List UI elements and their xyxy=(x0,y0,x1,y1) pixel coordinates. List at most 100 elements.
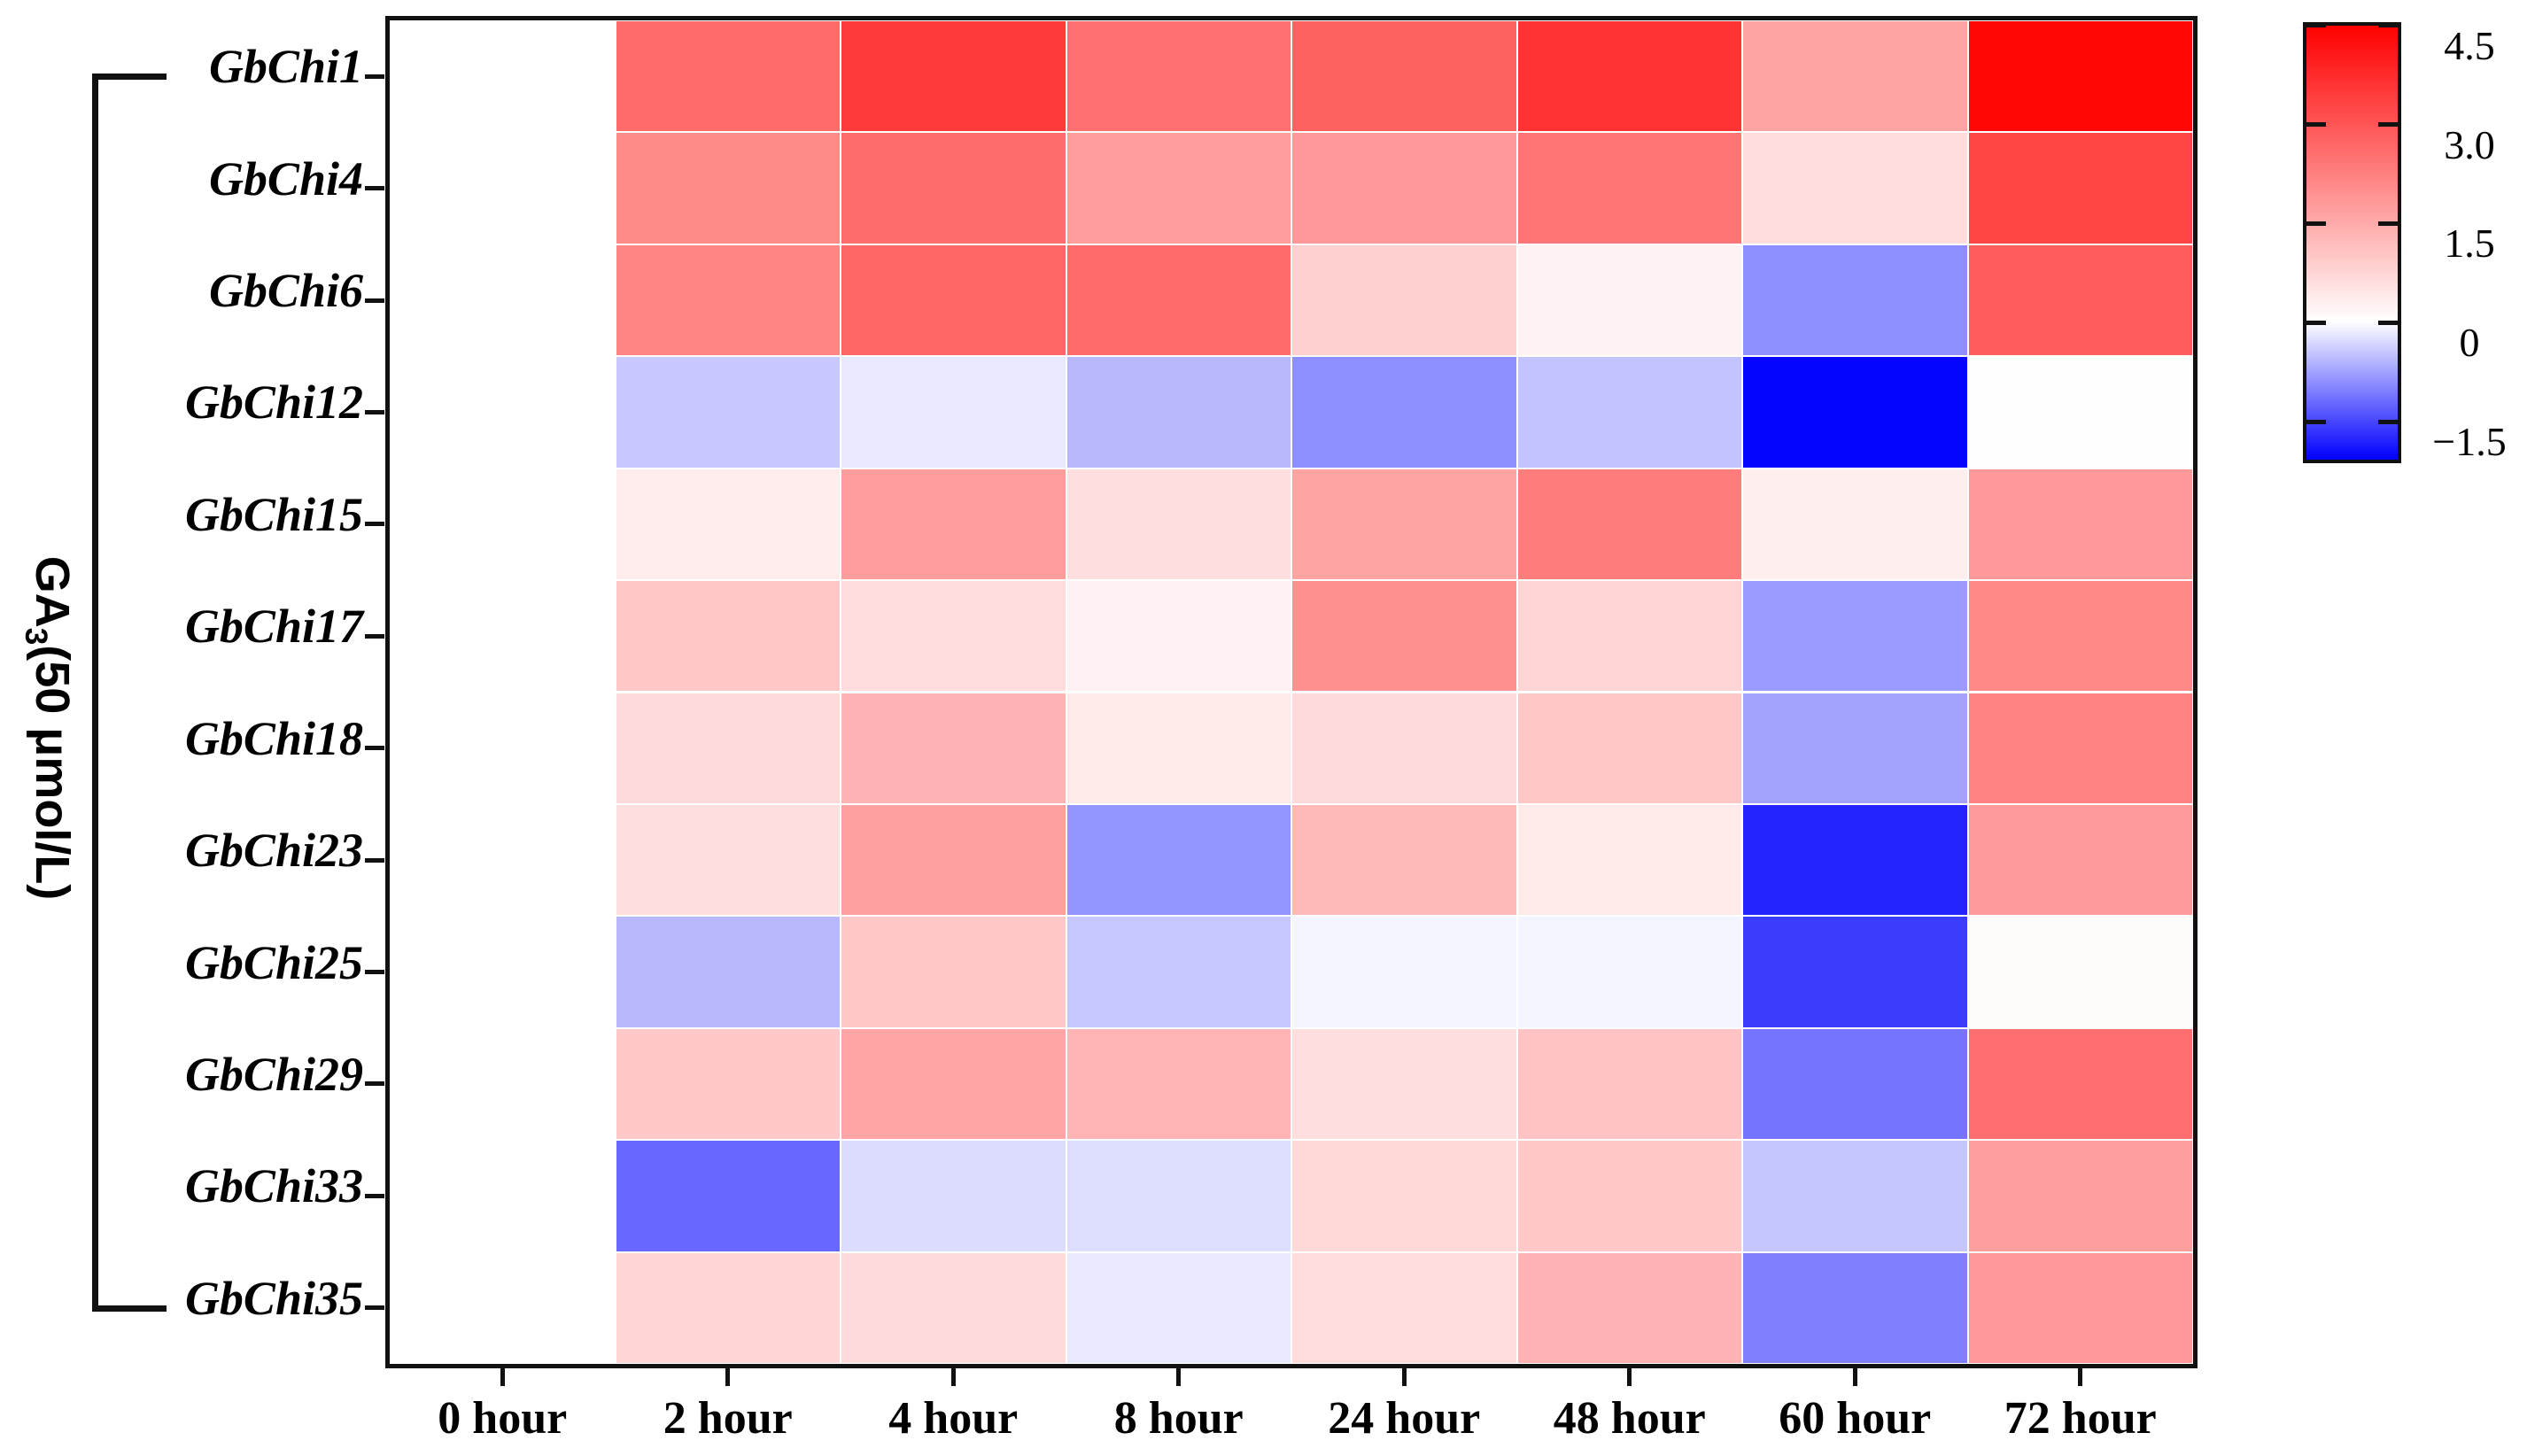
heatmap-cell xyxy=(1516,916,1742,1028)
row-tick xyxy=(365,186,384,191)
heatmap-cell xyxy=(615,692,841,804)
row-tick xyxy=(365,522,384,527)
heatmap-cell xyxy=(1291,916,1517,1028)
x-axis-tick xyxy=(2078,1367,2083,1386)
heatmap-cell xyxy=(390,244,616,357)
heatmap-cell xyxy=(1516,132,1742,244)
heatmap-cell xyxy=(1742,20,1968,133)
heatmap-cell xyxy=(1516,468,1742,581)
x-axis-tick xyxy=(950,1367,956,1386)
colorbar-tick xyxy=(2378,221,2398,226)
heatmap-cell xyxy=(1066,356,1291,469)
heatmap-cell xyxy=(1291,356,1517,469)
colorbar-tick xyxy=(2306,419,2326,424)
heatmap-cell xyxy=(841,244,1066,357)
row-label: GbChi4 xyxy=(208,151,363,205)
heatmap-cell xyxy=(1066,916,1291,1028)
heatmap-cell xyxy=(1742,803,1968,917)
heatmap-cell xyxy=(390,580,616,693)
heatmap-cell xyxy=(1291,1140,1517,1252)
heatmap-cell xyxy=(841,132,1066,244)
heatmap-cell xyxy=(1291,20,1517,133)
x-axis-label: 8 hour xyxy=(1113,1393,1244,1444)
heatmap-cell xyxy=(390,692,616,804)
x-axis-label: 2 hour xyxy=(663,1393,793,1444)
heatmap-cell xyxy=(1967,20,2193,133)
heatmap-cell xyxy=(390,1251,616,1364)
heatmap-cell xyxy=(1516,803,1742,917)
row-label: GbChi25 xyxy=(184,935,363,989)
heatmap-cell xyxy=(1291,692,1517,804)
row-tick xyxy=(365,298,384,303)
heatmap-cell xyxy=(1967,580,2193,693)
colorbar-tick xyxy=(2306,122,2326,128)
row-tick xyxy=(365,1081,384,1087)
colorbar-tick xyxy=(2378,23,2398,28)
row-label: GbChi23 xyxy=(184,824,363,878)
heatmap-cell xyxy=(1967,1251,2193,1364)
x-axis-tick xyxy=(725,1367,731,1386)
heatmap-grid xyxy=(385,16,2198,1368)
heatmap-cell xyxy=(1291,1251,1517,1364)
heatmap-cell xyxy=(615,1027,841,1141)
heatmap-cell xyxy=(1516,1251,1742,1364)
heatmap-cell xyxy=(615,1251,841,1364)
row-label: GbChi12 xyxy=(184,376,363,430)
row-label: GbChi15 xyxy=(184,487,363,541)
heatmap-cell xyxy=(615,468,841,581)
heatmap-cell xyxy=(1066,1140,1291,1252)
x-axis-label: 48 hour xyxy=(1553,1393,1706,1444)
row-label: GbChi35 xyxy=(184,1271,363,1325)
colorbar-tick-label: 0 xyxy=(2459,320,2480,366)
heatmap-cell xyxy=(1742,468,1968,581)
x-axis-label: 60 hour xyxy=(1779,1393,1932,1444)
heatmap-cell xyxy=(1066,1251,1291,1364)
row-group-bracket xyxy=(92,74,167,1312)
colorbar-tick xyxy=(2306,320,2326,325)
heatmap-cell xyxy=(1291,468,1517,581)
heatmap-cell xyxy=(841,468,1066,581)
heatmap-cell xyxy=(1742,244,1968,357)
heatmap-cell xyxy=(615,132,841,244)
heatmap-cell xyxy=(1516,580,1742,693)
heatmap-cell xyxy=(615,20,841,133)
heatmap-cell xyxy=(1291,580,1517,693)
colorbar-tick xyxy=(2378,320,2398,325)
heatmap-cell xyxy=(841,580,1066,693)
heatmap-cell xyxy=(841,1251,1066,1364)
x-axis-tick xyxy=(1401,1367,1407,1386)
colorbar-tick xyxy=(2306,23,2326,28)
colorbar-tick-label: 1.5 xyxy=(2444,221,2495,267)
heatmap-cell xyxy=(1066,20,1291,133)
heatmap-cell xyxy=(1291,1027,1517,1141)
heatmap-cell xyxy=(1742,1140,1968,1252)
heatmap-cell xyxy=(615,244,841,357)
row-label: GbChi6 xyxy=(208,264,363,318)
heatmap-cell xyxy=(1516,1027,1742,1141)
heatmap-cell xyxy=(1291,803,1517,917)
heatmap-cell xyxy=(1066,132,1291,244)
heatmap-cell xyxy=(1967,132,2193,244)
heatmap-cell xyxy=(1516,1140,1742,1252)
heatmap-cell xyxy=(841,1027,1066,1141)
heatmap-cell xyxy=(1967,803,2193,917)
row-tick xyxy=(365,857,384,863)
heatmap-cell xyxy=(841,692,1066,804)
colorbar-tick-label: 4.5 xyxy=(2444,22,2495,68)
heatmap-cell xyxy=(390,1027,616,1141)
heatmap-cell xyxy=(841,20,1066,133)
heatmap-cell xyxy=(841,1140,1066,1252)
heatmap-cell xyxy=(615,1140,841,1252)
heatmap-cell xyxy=(390,468,616,581)
heatmap-cell xyxy=(1516,692,1742,804)
colorbar-tick xyxy=(2378,122,2398,128)
heatmap-cell xyxy=(1291,244,1517,357)
heatmap-cell xyxy=(615,803,841,917)
row-tick xyxy=(365,970,384,975)
heatmap-cell xyxy=(841,916,1066,1028)
row-label: GbChi29 xyxy=(184,1047,363,1101)
heatmap-cell xyxy=(1967,1140,2193,1252)
heatmap-cell xyxy=(1066,1027,1291,1141)
colorbar-tick xyxy=(2306,221,2326,226)
heatmap-cell xyxy=(1066,803,1291,917)
